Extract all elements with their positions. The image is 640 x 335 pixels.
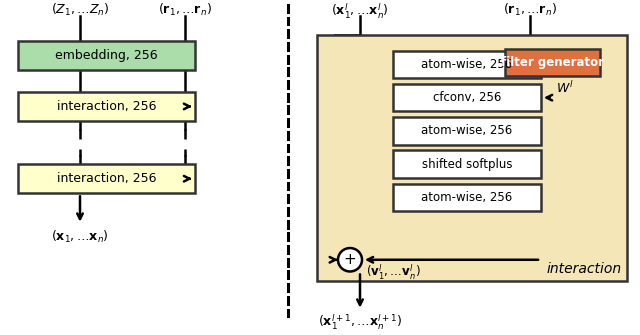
FancyBboxPatch shape (18, 164, 195, 193)
Text: shifted softplus: shifted softplus (422, 157, 512, 171)
FancyBboxPatch shape (18, 92, 195, 121)
Text: $W^l$: $W^l$ (556, 80, 573, 96)
Text: $(\mathbf{v}_1^l, \ldots \mathbf{v}_n^l)$: $(\mathbf{v}_1^l, \ldots \mathbf{v}_n^l)… (366, 263, 420, 282)
Text: $+$: $+$ (344, 252, 356, 267)
Text: interaction, 256: interaction, 256 (57, 100, 156, 113)
Text: filter generator: filter generator (501, 56, 604, 69)
Text: $(\mathbf{x}_1^{l+1}, \ldots \mathbf{x}_n^{l+1})$: $(\mathbf{x}_1^{l+1}, \ldots \mathbf{x}_… (318, 313, 402, 332)
FancyBboxPatch shape (505, 49, 600, 76)
FancyBboxPatch shape (393, 117, 541, 144)
Text: embedding, 256: embedding, 256 (55, 49, 158, 62)
Text: $(\mathbf{r}_1, \ldots \mathbf{r}_n)$: $(\mathbf{r}_1, \ldots \mathbf{r}_n)$ (158, 2, 212, 18)
FancyBboxPatch shape (393, 84, 541, 111)
Text: $(Z_1, \ldots Z_n)$: $(Z_1, \ldots Z_n)$ (51, 2, 109, 18)
Text: atom-wise, 256: atom-wise, 256 (421, 58, 513, 71)
Text: interaction, 256: interaction, 256 (57, 172, 156, 185)
FancyBboxPatch shape (393, 150, 541, 178)
Circle shape (338, 248, 362, 271)
Text: $(\mathbf{r}_1, \ldots \mathbf{r}_n)$: $(\mathbf{r}_1, \ldots \mathbf{r}_n)$ (503, 2, 557, 18)
FancyBboxPatch shape (393, 184, 541, 211)
Text: $(\mathbf{x}_1^l, \ldots \mathbf{x}_n^l)$: $(\mathbf{x}_1^l, \ldots \mathbf{x}_n^l)… (331, 2, 389, 21)
FancyBboxPatch shape (393, 51, 541, 78)
Text: atom-wise, 256: atom-wise, 256 (421, 191, 513, 204)
Text: atom-wise, 256: atom-wise, 256 (421, 124, 513, 137)
Text: cfconv, 256: cfconv, 256 (433, 91, 501, 104)
FancyBboxPatch shape (18, 41, 195, 70)
FancyBboxPatch shape (317, 35, 627, 281)
Text: $(\mathbf{x}_1, \ldots \mathbf{x}_n)$: $(\mathbf{x}_1, \ldots \mathbf{x}_n)$ (51, 228, 109, 245)
Text: interaction: interaction (547, 262, 622, 276)
